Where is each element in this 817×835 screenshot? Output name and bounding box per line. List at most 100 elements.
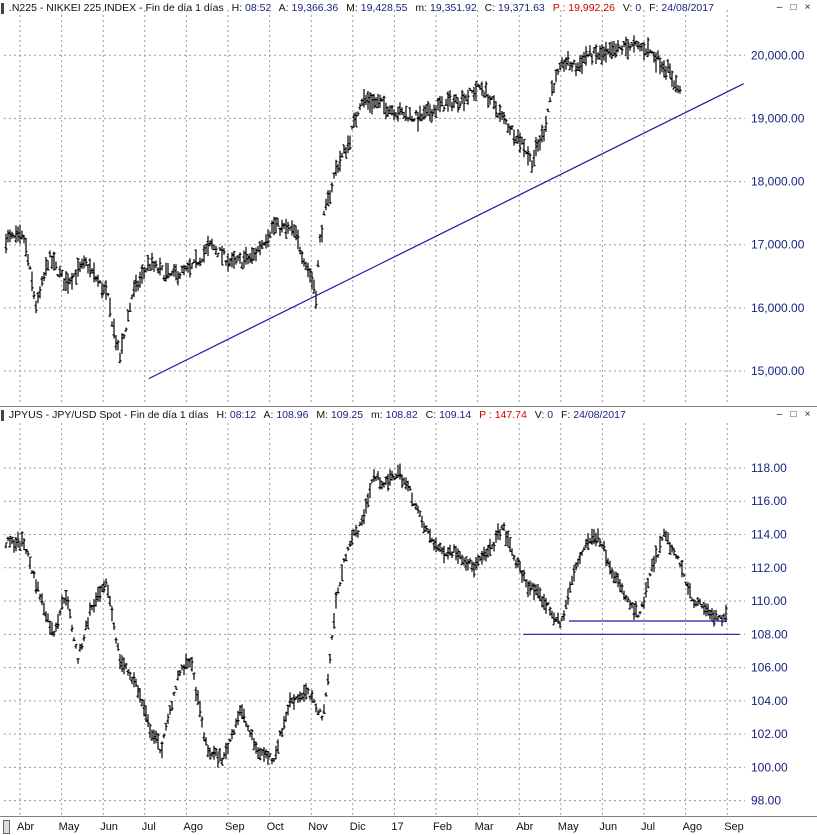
nikkei-ohlc-bar: [316, 260, 320, 268]
jpyusd-ohlc-bar: [444, 553, 448, 557]
jpyusd-ohlc-bar: [360, 515, 364, 526]
jpyusd-ohlc-bar: [148, 723, 152, 739]
close-button[interactable]: ×: [804, 409, 811, 420]
jpyusd-ohlc-bar: [452, 544, 456, 553]
a-value: 19,366.36: [291, 2, 339, 14]
nikkei-ohlc-bar: [672, 80, 676, 90]
scroll-handle[interactable]: [3, 820, 10, 834]
jpyusd-ohlc-bar: [126, 669, 130, 676]
p-value: 147.74: [494, 409, 527, 421]
nikkei-ohlc-bar: [602, 46, 606, 61]
nikkei-ohlc-bar: [182, 264, 186, 276]
nikkei-ohlc-bar: [492, 95, 496, 110]
maximize-button[interactable]: □: [790, 409, 797, 420]
nikkei-ohlc-bar: [214, 246, 218, 256]
nikkei-trendline[interactable]: [148, 83, 744, 380]
jpyusd-ohlc-bar: [280, 727, 284, 737]
nikkei-ohlc-bar: [150, 252, 154, 271]
jpyusd-ohlc-bar: [656, 554, 660, 558]
jpyusd-y-tick-label: 106.00: [751, 661, 788, 675]
nikkei-ohlc-bar: [34, 300, 38, 314]
jpyusd-ohlc-bar: [246, 725, 250, 731]
nikkei-ohlc-bar: [572, 59, 576, 65]
jpyusd-ohlc-bar: [310, 690, 314, 703]
jpyusd-ohlc-bar: [210, 751, 214, 758]
nikkei-ohlc-bar: [92, 262, 96, 283]
jpyusd-ohlc-bar: [260, 748, 264, 756]
jpyusd-ohlc-bar: [700, 604, 704, 609]
jpyusd-ohlc-bar: [602, 540, 606, 552]
nikkei-ohlc-bar: [230, 252, 234, 268]
c-value: 19,371.63: [498, 2, 545, 14]
nikkei-ohlc-bar: [676, 85, 680, 94]
jpyusd-ohlc-bar: [332, 613, 336, 629]
jpyusd-ohlc-bar: [58, 609, 62, 616]
nikkei-ohlc-bar: [304, 261, 308, 270]
nikkei-ohlc-bar: [338, 150, 342, 172]
nikkei-ohlc-bar: [350, 125, 354, 130]
jpyusd-ohlc-bar: [124, 663, 128, 670]
jpyusd-ohlc-bar: [298, 691, 302, 703]
jpyusd-ohlc-bar: [436, 544, 440, 552]
jpyusd-ohlc-bar: [190, 656, 194, 672]
nikkei-ohlc-bar: [596, 52, 600, 60]
jpyusd-chart[interactable]: 98.00 100.00 102.00 104.00 106.00 108.00 110.0…: [0, 407, 817, 817]
nikkei-ohlc-bar: [662, 60, 666, 78]
nikkei-y-tick-label: 17,000.00: [751, 238, 805, 252]
nikkei-ohlc-bar: [192, 259, 196, 264]
nikkei-ohlc-bar: [544, 115, 548, 132]
jpyusd-ohlc-bar: [490, 544, 494, 550]
nikkei-ohlc-bar: [534, 137, 538, 157]
nikkei-ohlc-bar: [70, 272, 74, 290]
jpyusd-ohlc-bar: [388, 469, 392, 486]
jpyusd-ohlc-bar: [116, 642, 120, 651]
minimize-button[interactable]: –: [776, 2, 783, 13]
nikkei-ohlc-bar: [66, 273, 70, 294]
nikkei-ohlc-bar: [146, 255, 150, 272]
c-label: C:: [484, 2, 496, 14]
nikkei-ohlc-bar: [660, 61, 664, 73]
p-label: P :: [552, 2, 566, 14]
nikkei-ohlc-bar: [388, 105, 392, 115]
minimize-button[interactable]: –: [776, 409, 783, 420]
nikkei-ohlc-bar: [580, 54, 584, 74]
jpyusd-ohlc-bar: [658, 535, 662, 554]
nikkei-chart[interactable]: 15,000.00 16,000.00 17,000.00 18,000.00 19,0…: [0, 0, 817, 406]
nikkei-ohlc-bar: [224, 259, 228, 266]
jpyusd-ohlc-bar: [344, 553, 348, 562]
x-axis-label: Jul: [141, 821, 156, 833]
jpyusd-ohlc-bar: [456, 548, 460, 564]
jpyusd-ohlc-bar: [156, 733, 160, 750]
jpyusd-ohlc-bar: [252, 738, 256, 751]
jpyusd-ohlc-bar: [510, 548, 514, 556]
jpyusd-ohlc-bar: [620, 583, 624, 594]
nikkei-ohlc-bar: [648, 49, 652, 54]
jpyusd-ohlc-bar: [576, 558, 580, 567]
close-button[interactable]: ×: [804, 2, 811, 13]
jpyusd-ohlc-bar: [454, 545, 458, 561]
nikkei-ohlc-bar: [618, 46, 622, 50]
jpyusd-ohlc-bar: [562, 610, 566, 621]
nikkei-ohlc-bar: [172, 264, 176, 277]
jpyusd-ohlc-bar: [634, 601, 638, 618]
nikkei-y-tick-label: 18,000.00: [751, 175, 805, 189]
maximize-button[interactable]: □: [790, 2, 797, 13]
nikkei-ohlc-bar: [454, 94, 458, 104]
jpyusd-ohlc-bar: [196, 690, 200, 705]
nikkei-ohlc-bar: [250, 247, 254, 264]
jpyusd-ohlc-bar: [704, 603, 708, 617]
nikkei-ohlc-bar: [12, 234, 16, 239]
jpyusd-y-tick-label: 108.00: [751, 627, 788, 641]
x-axis-label: Abr: [516, 821, 534, 833]
jpyusd-ohlc-bar: [76, 658, 80, 664]
jpyusd-ohlc-bar: [434, 537, 438, 553]
jpyusd-ohlc-bar: [184, 653, 188, 669]
nikkei-ohlc-bar: [474, 80, 478, 102]
nikkei-ohlc-bar: [542, 128, 546, 142]
jpyusd-ohlc-bar: [458, 550, 462, 560]
jpyusd-ohlc-bar: [198, 701, 202, 718]
nikkei-ohlc-bar: [424, 104, 428, 118]
nikkei-ohlc-bar: [158, 257, 162, 276]
nikkei-ohlc-bar: [234, 256, 238, 265]
nikkei-ohlc-bar: [386, 106, 390, 117]
